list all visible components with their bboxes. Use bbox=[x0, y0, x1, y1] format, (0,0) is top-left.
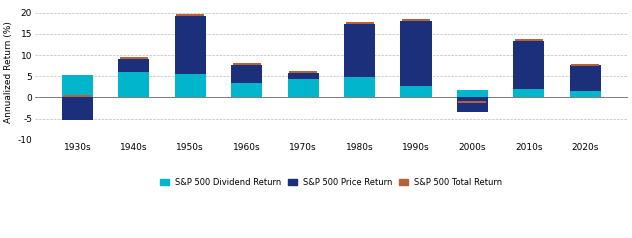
Bar bbox=[174, 16, 206, 74]
Bar bbox=[63, 95, 91, 97]
Bar bbox=[457, 90, 488, 97]
Bar bbox=[570, 91, 601, 97]
Bar bbox=[118, 59, 149, 72]
Bar bbox=[288, 79, 319, 97]
Bar bbox=[120, 57, 148, 59]
Bar bbox=[233, 63, 260, 65]
Bar bbox=[458, 101, 487, 103]
Bar bbox=[231, 84, 262, 97]
Bar bbox=[344, 24, 375, 77]
Bar bbox=[62, 74, 93, 97]
Bar bbox=[288, 73, 319, 79]
Bar bbox=[231, 65, 262, 84]
Bar bbox=[402, 19, 430, 21]
Bar bbox=[513, 41, 544, 89]
Y-axis label: Annualized Return (%): Annualized Return (%) bbox=[4, 21, 13, 123]
Bar bbox=[513, 89, 544, 97]
Bar bbox=[457, 97, 488, 112]
Bar bbox=[401, 86, 432, 97]
Bar bbox=[62, 97, 93, 120]
Bar bbox=[176, 14, 204, 16]
Bar bbox=[344, 77, 375, 97]
Bar bbox=[118, 72, 149, 97]
Bar bbox=[571, 64, 599, 66]
Legend: S&P 500 Dividend Return, S&P 500 Price Return, S&P 500 Total Return: S&P 500 Dividend Return, S&P 500 Price R… bbox=[161, 178, 502, 187]
Bar bbox=[289, 71, 317, 73]
Bar bbox=[515, 39, 543, 41]
Bar bbox=[570, 65, 601, 91]
Bar bbox=[401, 21, 432, 86]
Bar bbox=[174, 74, 206, 97]
Bar bbox=[346, 22, 374, 24]
